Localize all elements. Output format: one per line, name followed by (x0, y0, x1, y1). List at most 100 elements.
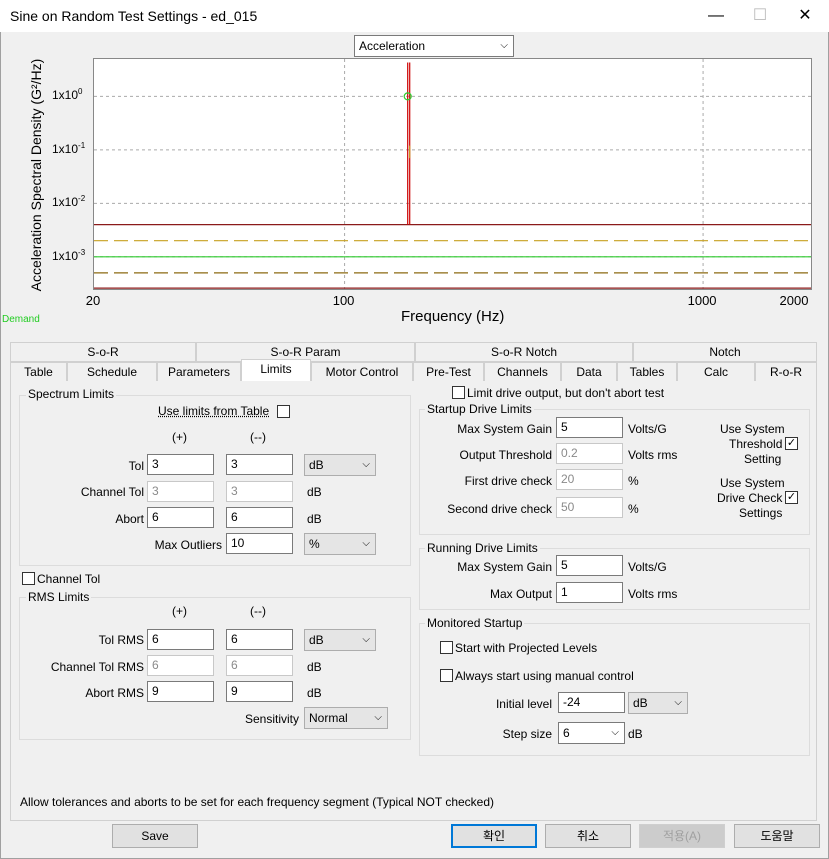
tol-unit-select[interactable]: dB ⌵ (304, 454, 376, 476)
tab-pre-test[interactable]: Pre-Test (413, 362, 484, 382)
chevron-down-icon: ⌵ (611, 727, 619, 738)
initial-level-input[interactable]: -24 (558, 692, 625, 713)
use-limits-table-checkbox[interactable] (277, 405, 290, 418)
tab-sor-notch[interactable]: S-o-R Notch (415, 342, 633, 362)
output-threshold-input[interactable]: 0.2 (556, 443, 623, 464)
tab-row-1: S-o-R S-o-R Param S-o-R Notch Notch (10, 342, 817, 362)
abort-rms-minus-input[interactable]: 9 (226, 681, 293, 702)
cancel-button[interactable]: 취소 (545, 824, 631, 848)
max-outliers-input[interactable]: 10 (226, 533, 293, 554)
channel-tol-label: Channel Tol (80, 485, 144, 499)
sys-drive-check-label-3: Settings (739, 506, 783, 520)
limit-drive-checkbox[interactable] (452, 386, 465, 399)
ok-button[interactable]: 확인 (451, 824, 537, 848)
first-drive-check-label: First drive check (464, 474, 552, 488)
running-gain-input[interactable]: 5 (556, 555, 623, 576)
tab-calc[interactable]: Calc (677, 362, 755, 382)
sys-threshold-label-2: Threshold (729, 437, 783, 451)
outliers-unit-select[interactable]: % ⌵ (304, 533, 376, 555)
initial-level-label: Initial level (495, 697, 552, 711)
channel-tol-unit: dB (307, 485, 322, 499)
rms-plus-header: (+) (172, 604, 187, 618)
initial-level-unit-select[interactable]: dB ⌵ (628, 692, 688, 714)
projected-levels-checkbox[interactable] (440, 641, 453, 654)
chevron-down-icon: ⌵ (362, 459, 370, 470)
channel-tol-checkbox[interactable] (22, 572, 35, 585)
startup-drive-limits-title: Startup Drive Limits (425, 402, 534, 416)
sys-threshold-checkbox[interactable]: ✓ (785, 437, 798, 450)
chevron-down-icon: ⌵ (374, 712, 382, 723)
save-button[interactable]: Save (112, 824, 198, 848)
tab-sor[interactable]: S-o-R (10, 342, 196, 362)
minimize-icon[interactable]: — (708, 7, 724, 24)
tol-rms-label: Tol RMS (98, 633, 144, 647)
tab-channels[interactable]: Channels (484, 362, 561, 382)
channel-tol-rms-minus-input[interactable]: 6 (226, 655, 293, 676)
abort-unit: dB (307, 512, 322, 526)
chart-type-select[interactable]: Acceleration ⌵ (354, 35, 514, 57)
y-axis-label: Acceleration Spectral Density (G²/Hz) (28, 58, 44, 292)
max-output-label: Max Output (489, 587, 552, 601)
rms-limits-title: RMS Limits (26, 590, 92, 604)
manual-control-label: Always start using manual control (455, 669, 634, 683)
tab-motor-control[interactable]: Motor Control (311, 362, 413, 382)
abort-plus-input[interactable]: 6 (147, 507, 214, 528)
sensitivity-select[interactable]: Normal ⌵ (304, 707, 388, 729)
channel-tol-minus-input[interactable]: 3 (226, 481, 293, 502)
y-tick-exponent: -1 (78, 140, 86, 150)
step-size-value: 6 (563, 726, 570, 740)
running-drive-limits-group (419, 548, 810, 610)
sys-drive-check-label-2: Drive Check (717, 491, 783, 505)
use-limits-table-label: Use limits from Table (158, 404, 270, 418)
window-title: Sine on Random Test Settings - ed_015 (10, 8, 258, 24)
manual-control-checkbox[interactable] (440, 669, 453, 682)
tol-rms-unit-value: dB (309, 633, 324, 647)
tab-limits[interactable]: Limits (241, 359, 311, 382)
limit-drive-label: Limit drive output, but don't abort test (467, 386, 665, 400)
tab-tables[interactable]: Tables (617, 362, 677, 382)
apply-button[interactable]: 적용(A) (639, 824, 725, 848)
abort-rms-label: Abort RMS (85, 686, 144, 700)
tol-rms-plus-input[interactable]: 6 (147, 629, 214, 650)
tab-table[interactable]: Table (10, 362, 67, 382)
first-drive-check-unit: % (628, 474, 639, 488)
sys-drive-check-checkbox[interactable]: ✓ (785, 491, 798, 504)
channel-tol-plus-input[interactable]: 3 (147, 481, 214, 502)
sys-threshold-label-1: Use System (720, 422, 785, 436)
tab-parameters[interactable]: Parameters (157, 362, 241, 382)
abort-minus-input[interactable]: 6 (226, 507, 293, 528)
running-gain-unit: Volts/G (628, 560, 667, 574)
y-tick-label: 1x10-2 (52, 194, 85, 209)
step-size-select[interactable]: 6 ⌵ (558, 722, 625, 744)
chevron-down-icon: ⌵ (674, 697, 682, 708)
tab-ror[interactable]: R-o-R (755, 362, 817, 382)
abort-rms-plus-input[interactable]: 9 (147, 681, 214, 702)
x-tick-label: 2000 (779, 293, 809, 308)
title-bar: Sine on Random Test Settings - ed_015 — … (0, 0, 829, 32)
tol-plus-input[interactable]: 3 (147, 454, 214, 475)
second-drive-check-input[interactable]: 50 (556, 497, 623, 518)
tol-unit-value: dB (309, 458, 324, 472)
channel-tol-rms-plus-input[interactable]: 6 (147, 655, 214, 676)
monitored-startup-group (419, 623, 810, 756)
y-tick-base: 1x10 (52, 248, 79, 263)
y-tick-base: 1x10 (52, 195, 79, 210)
first-drive-check-input[interactable]: 20 (556, 469, 623, 490)
step-size-unit: dB (628, 727, 643, 741)
max-output-input[interactable]: 1 (556, 582, 623, 603)
tab-notch[interactable]: Notch (633, 342, 817, 362)
close-icon[interactable]: ✕ (798, 7, 812, 24)
startup-gain-input[interactable]: 5 (556, 417, 623, 438)
y-tick-label: 1x10-3 (52, 248, 85, 263)
chevron-down-icon: ⌵ (500, 40, 508, 51)
spectrum-minus-header: (--) (250, 430, 266, 444)
tol-rms-minus-input[interactable]: 6 (226, 629, 293, 650)
tol-minus-input[interactable]: 3 (226, 454, 293, 475)
abort-label: Abort (115, 512, 144, 526)
legend-demand: Demand (2, 314, 40, 325)
tab-schedule[interactable]: Schedule (67, 362, 157, 382)
tol-rms-unit-select[interactable]: dB ⌵ (304, 629, 376, 651)
rms-minus-header: (--) (250, 604, 266, 618)
help-button[interactable]: 도움말 (734, 824, 820, 848)
tab-data[interactable]: Data (561, 362, 617, 382)
